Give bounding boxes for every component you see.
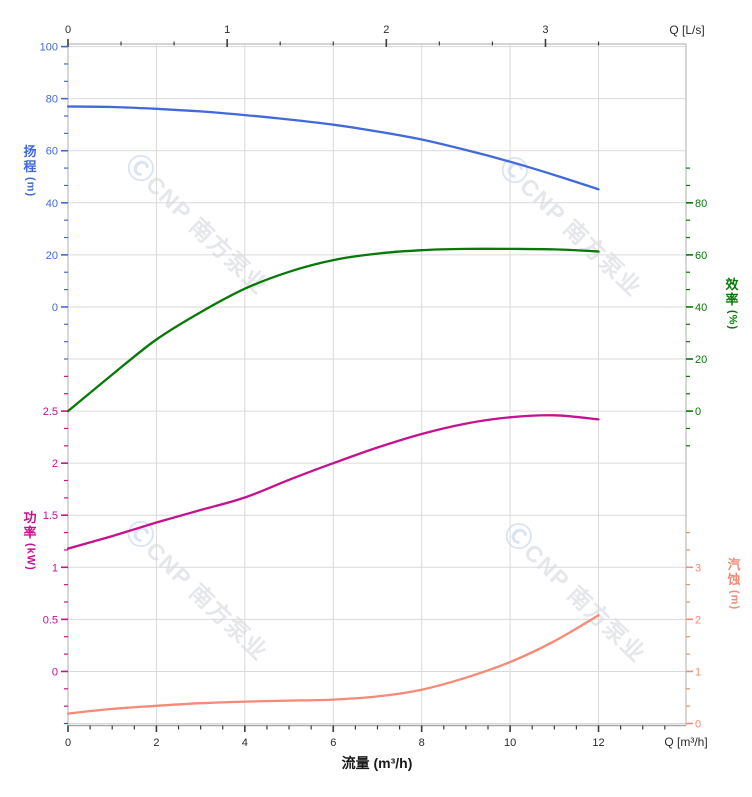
- watermark: ⒸCNP 南方泵业: [120, 148, 276, 300]
- bottom-tick-label: 2: [153, 737, 159, 749]
- head-tick-label: 40: [46, 198, 58, 210]
- flow-axis-title: 流量 (m³/h): [341, 755, 413, 771]
- efficiency-axis-label-text: 效率: [725, 277, 739, 307]
- bottom-axis-unit-label: Q [m³/h]: [664, 735, 708, 749]
- bottom-tick-label: 10: [504, 737, 516, 749]
- bottom-tick-label: 6: [330, 737, 336, 749]
- power-axis-label: 功率 (kW): [17, 510, 43, 571]
- head-tick-label: 60: [46, 146, 58, 158]
- bottom-tick-label: 0: [65, 737, 71, 749]
- efficiency-axis-label: 效率 (%): [719, 277, 745, 330]
- curves: [66, 105, 600, 715]
- power-tick-label: 1.5: [43, 510, 58, 522]
- npsh-tick-label: 0: [695, 719, 701, 731]
- efficiency-tick-label: 0: [695, 406, 701, 418]
- efficiency-axis-unit: (%): [726, 310, 739, 331]
- power-curve: [66, 414, 600, 550]
- head-axis-label-text: 扬程: [23, 144, 37, 174]
- npsh-axis-label-text: 汽蚀: [727, 557, 741, 587]
- top-tick-label: 3: [542, 24, 548, 36]
- head-tick-label: 0: [52, 302, 58, 314]
- gridlines: [68, 44, 686, 726]
- power-tick-label: 1: [52, 562, 58, 574]
- head-tick-label: 80: [46, 94, 58, 106]
- power-tick-label: 0: [52, 666, 58, 678]
- bottom-axis: 0 2 4 6 8 10 12: [65, 725, 666, 749]
- top-axis: 0 1 2 3: [65, 24, 600, 47]
- top-tick-label: 0: [65, 24, 71, 36]
- top-tick-label: 2: [383, 24, 389, 36]
- head-tick-label: 20: [46, 250, 58, 262]
- top-tick-label: 1: [224, 24, 230, 36]
- npsh-tick-label: 2: [695, 614, 701, 626]
- power-axis-label-text: 功率: [23, 510, 37, 540]
- bottom-tick-label: 4: [242, 737, 248, 749]
- npsh-curve: [66, 614, 600, 715]
- power-tick-label: 0.5: [43, 614, 58, 626]
- head-tick-label: 100: [40, 42, 58, 54]
- efficiency-tick-label: 80: [695, 198, 707, 210]
- watermark: ⒸCNP 南方泵业: [498, 516, 654, 668]
- watermark: ⒸCNP 南方泵业: [120, 514, 276, 666]
- power-axis-unit: (kW): [24, 543, 37, 571]
- power-tick-label: 2.5: [43, 406, 58, 418]
- head-curve: [66, 105, 600, 191]
- y-tick-labels: 100 80 60 40 20 0 80 60 40 20 0 2.5 2 1.5 1 0.5 0 3 2 1 0: [40, 42, 708, 731]
- power-tick-label: 2: [52, 458, 58, 470]
- efficiency-curve: [66, 247, 600, 413]
- head-axis-label: 扬程 (m): [17, 144, 43, 197]
- bottom-tick-label: 12: [592, 737, 604, 749]
- right-axis-ticks: [686, 167, 693, 725]
- efficiency-tick-label: 40: [695, 302, 707, 314]
- npsh-tick-label: 3: [695, 562, 701, 574]
- efficiency-tick-label: 20: [695, 354, 707, 366]
- top-axis-unit-label: Q [L/s]: [669, 23, 705, 37]
- efficiency-tick-label: 60: [695, 250, 707, 262]
- bottom-tick-label: 8: [419, 737, 425, 749]
- npsh-tick-label: 1: [695, 666, 701, 678]
- npsh-axis-label: 汽蚀 (m): [721, 557, 747, 610]
- left-axis-ticks: [61, 45, 68, 725]
- watermarks: ⒸCNP 南方泵业 ⒸCNP 南方泵业 ⒸCNP 南方泵业 ⒸCNP 南方泵业: [120, 148, 654, 668]
- npsh-axis-unit: (m): [728, 590, 741, 611]
- watermark: ⒸCNP 南方泵业: [494, 150, 650, 302]
- head-axis-unit: (m): [24, 177, 37, 198]
